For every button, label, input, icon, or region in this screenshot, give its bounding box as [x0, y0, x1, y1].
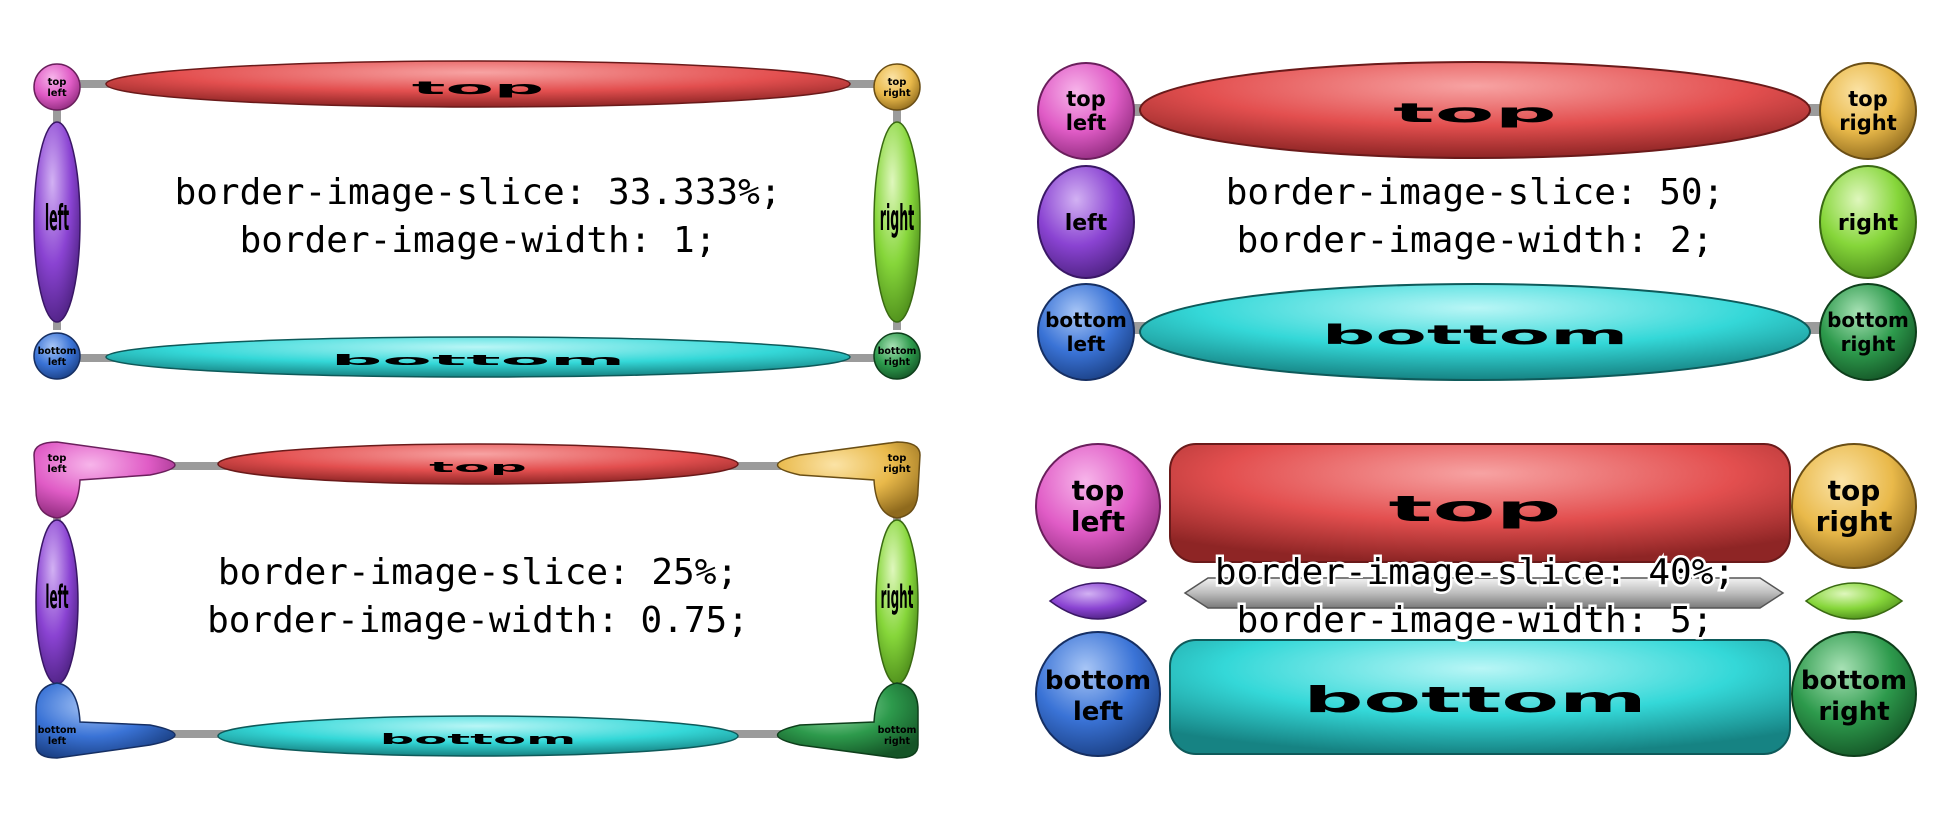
piece-bottom-left-label-2: left: [48, 736, 67, 747]
piece-bottom-label: bottom: [331, 352, 625, 368]
piece-bottom-right-label-1: bottom: [1801, 666, 1907, 696]
piece-bottom-right-label-2: right: [1818, 697, 1889, 727]
css-slice-text: border-image-slice: 40%;: [1215, 552, 1735, 593]
css-width-text: border-image-width: 1;: [240, 220, 717, 261]
panel-2: top bottom left right top left top right…: [1037, 61, 1917, 381]
piece-top-label: top: [412, 78, 544, 99]
piece-top: [105, 60, 851, 108]
piece-top-label: top: [1393, 97, 1557, 128]
piece-top-right-label-1: top: [888, 453, 907, 464]
piece-top-right: [1791, 443, 1917, 569]
piece-top-right: [873, 63, 921, 111]
piece-top-right-label-1: top: [888, 77, 907, 88]
css-slice-text: border-image-slice: 50;: [1226, 172, 1725, 213]
piece-right-label: right: [1838, 211, 1899, 236]
css-width-text: border-image-width: 2;: [1237, 220, 1714, 261]
piece-bottom-left-label-2: left: [48, 357, 67, 368]
piece-bottom-right: [1791, 631, 1917, 757]
piece-top-left-label-2: left: [1071, 505, 1125, 538]
piece-bottom-left: [1035, 631, 1161, 757]
panel-3: top bottom left right top left top right…: [33, 441, 921, 759]
piece-top-right: [777, 441, 921, 519]
piece-bottom-left: [35, 682, 176, 759]
piece-bottom-right: [777, 682, 919, 759]
piece-top-left: [1035, 443, 1161, 569]
piece-bottom-right: [873, 332, 921, 380]
piece-bottom-label: bottom: [380, 731, 576, 747]
piece-bottom-right-label-2: right: [884, 357, 911, 368]
piece-top-right: [1819, 62, 1917, 160]
panel-4: top bottom top left top right bottom lef…: [1035, 443, 1917, 757]
piece-bottom: [105, 336, 851, 378]
piece-bottom-label: bottom: [1322, 320, 1629, 351]
piece-right-label: right: [881, 579, 914, 616]
piece-top-right-label-2: right: [1816, 505, 1893, 538]
piece-bottom-label: bottom: [1303, 679, 1646, 721]
piece-bottom-right-label-2: right: [884, 736, 911, 747]
piece-top-left: [1037, 62, 1135, 160]
piece-bottom: [217, 715, 739, 757]
piece-bottom-left-label-1: bottom: [38, 346, 77, 357]
center-fill-sliver: [1183, 577, 1785, 609]
piece-bottom-right-label-1: bottom: [878, 346, 917, 357]
css-width-text: border-image-width: 0.75;: [207, 600, 749, 641]
piece-left: [33, 121, 81, 323]
piece-top-left: [33, 63, 81, 111]
piece-left-label: left: [45, 198, 69, 239]
piece-left-label: left: [1065, 211, 1108, 236]
piece-bottom-left-label-2: left: [1073, 697, 1123, 727]
piece-bottom-left-label-2: left: [1067, 332, 1106, 356]
piece-bottom-right-label-2: right: [1841, 332, 1896, 356]
css-width-text: border-image-width: 5;: [1237, 600, 1714, 641]
piece-top-right-label-1: top: [1828, 474, 1881, 507]
piece-left: [1037, 165, 1135, 279]
piece-bottom-right: [1819, 283, 1917, 381]
piece-top-left-label-2: left: [1066, 111, 1107, 135]
panel-1: top bottom left right top left top right…: [33, 60, 921, 380]
piece-bottom: [1139, 283, 1811, 381]
piece-bottom-left-label-1: bottom: [1045, 308, 1127, 332]
piece-top-right-label-2: right: [883, 464, 911, 475]
piece-bottom-right-label-1: bottom: [1827, 308, 1909, 332]
piece-left: [1048, 582, 1148, 620]
piece-top-right-label-2: right: [883, 88, 911, 99]
piece-bottom-right-label-1: bottom: [878, 725, 917, 736]
piece-right: [1804, 582, 1904, 620]
piece-top-left-label-1: top: [1066, 87, 1106, 111]
piece-left-label: left: [45, 579, 68, 616]
piece-bottom-left-label-1: bottom: [1045, 666, 1151, 696]
piece-top-left-label-2: left: [47, 88, 67, 99]
piece-top-right-label-2: right: [1839, 111, 1897, 135]
piece-top: [217, 443, 739, 485]
piece-top-left-label-1: top: [48, 453, 67, 464]
piece-top-left-label-1: top: [48, 77, 67, 88]
piece-top: [1139, 61, 1811, 159]
piece-top-right-label-1: top: [1848, 87, 1888, 111]
piece-top-label: top: [429, 459, 527, 475]
piece-top-left-label-2: left: [47, 464, 67, 475]
piece-bottom: [1169, 639, 1791, 755]
piece-bottom-left: [33, 332, 81, 380]
piece-top-left: [33, 441, 176, 519]
piece-right: [1819, 165, 1917, 279]
piece-right: [873, 121, 921, 323]
piece-top-left-label-1: top: [1072, 474, 1125, 507]
piece-bottom-left-label-1: bottom: [38, 725, 77, 736]
piece-right-label: right: [880, 198, 915, 239]
css-slice-text: border-image-slice: 25%;: [218, 552, 738, 593]
piece-top: [1169, 443, 1791, 563]
piece-top-label: top: [1388, 488, 1561, 530]
css-slice-text: border-image-slice: 33.333%;: [175, 172, 782, 213]
piece-bottom-left: [1037, 283, 1135, 381]
